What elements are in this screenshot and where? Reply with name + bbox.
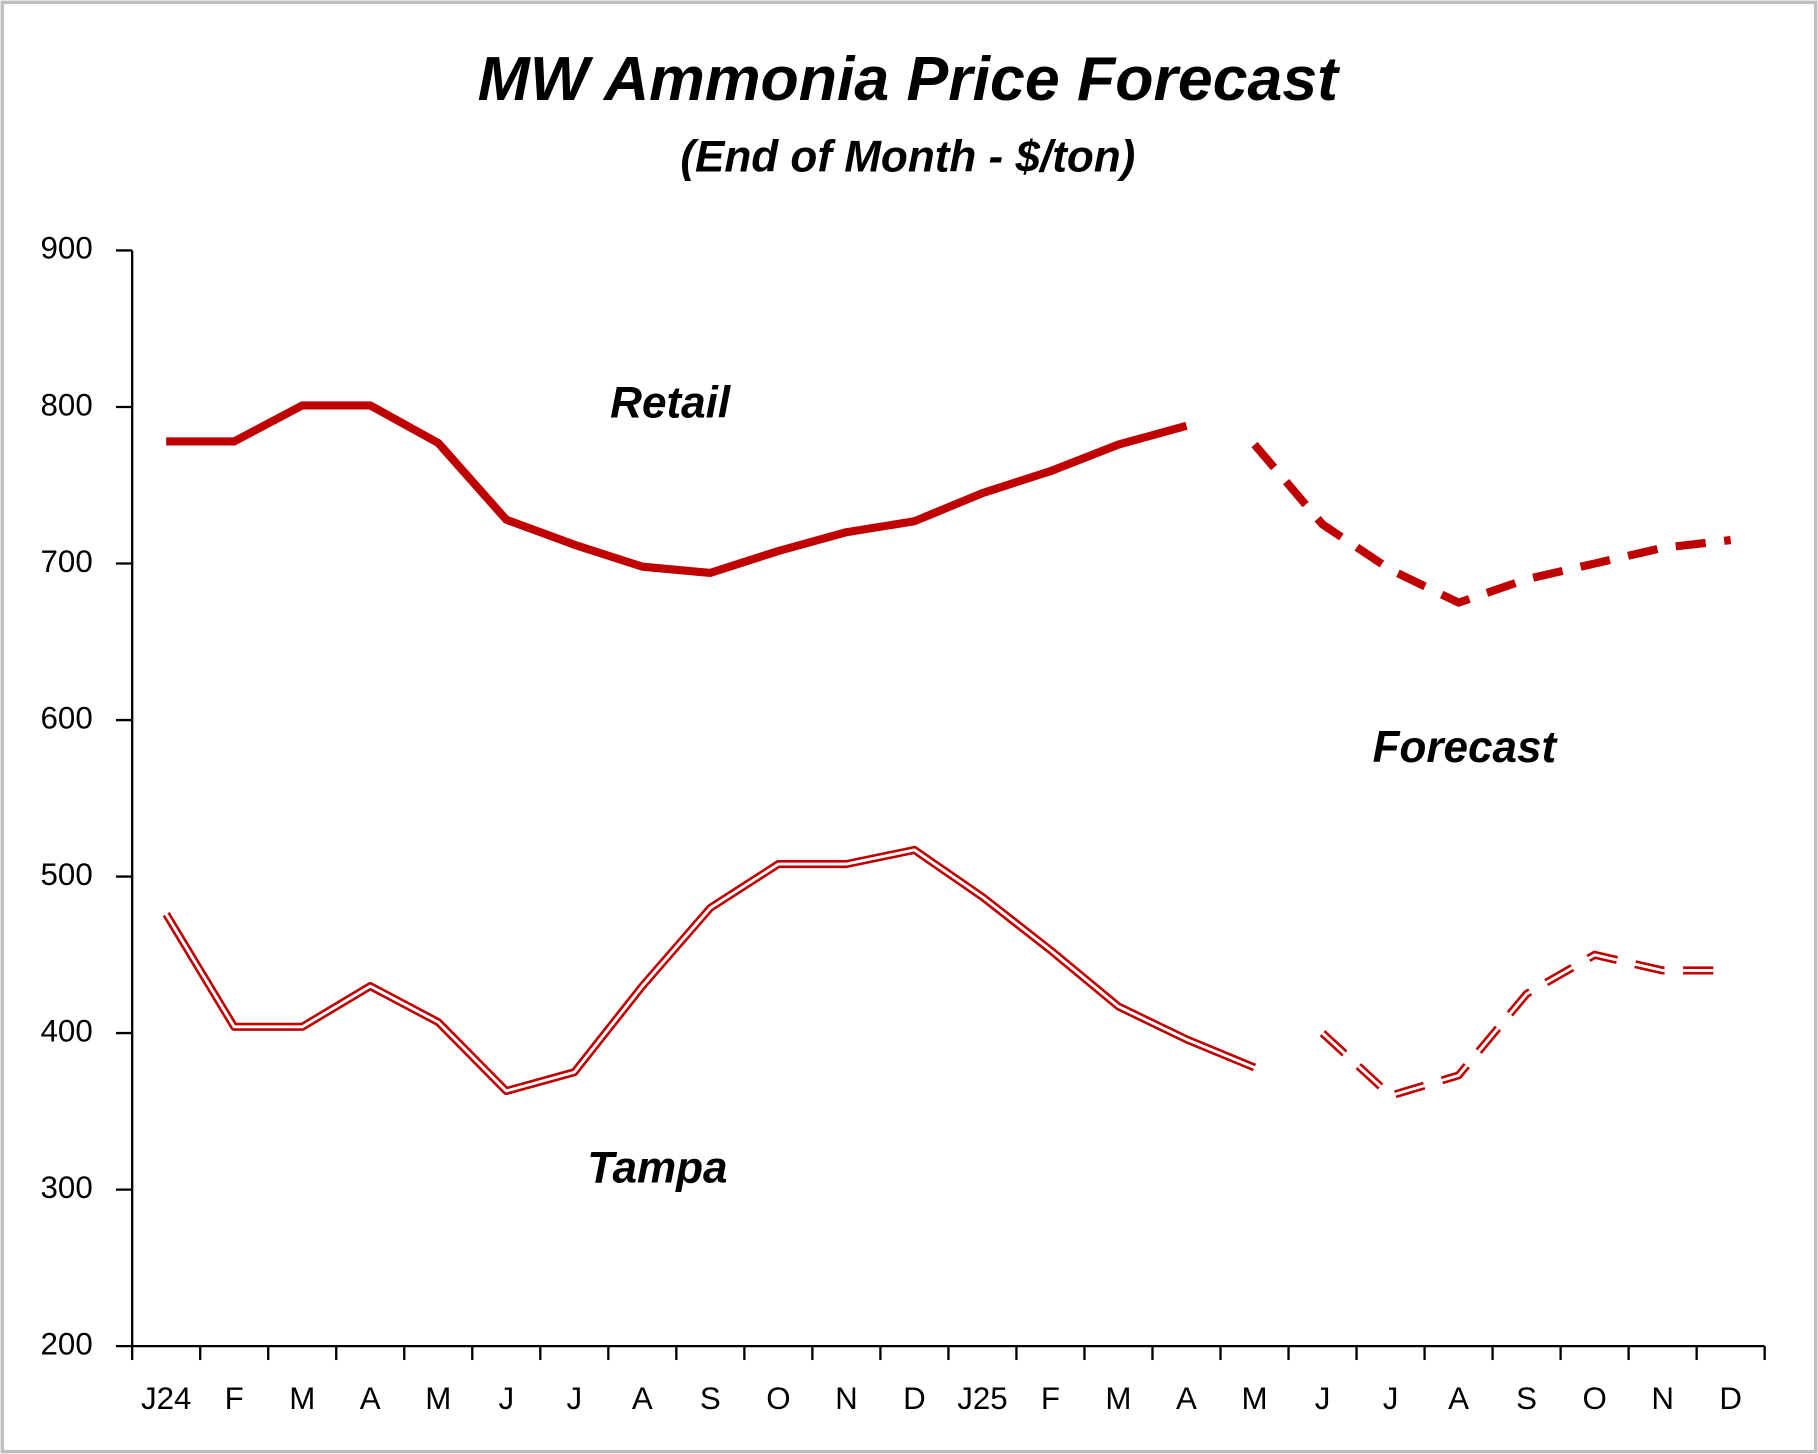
x-tick-label: D (1719, 1381, 1742, 1416)
series-line (1251, 441, 1732, 607)
x-tick-label: J24 (141, 1381, 191, 1416)
annotation: Forecast (1373, 723, 1559, 772)
x-tick-label: A (1448, 1381, 1469, 1416)
series-line-inner (164, 848, 1256, 1093)
y-tick-label: 300 (41, 1170, 93, 1205)
x-tick-label: J25 (957, 1381, 1007, 1416)
x-tick-label: S (1516, 1381, 1537, 1416)
x-tick-label: D (903, 1381, 926, 1416)
y-tick-label: 700 (41, 544, 93, 579)
series-line (166, 401, 1188, 577)
x-tick-label: M (1241, 1381, 1267, 1416)
x-tick-label: N (1651, 1381, 1674, 1416)
x-tick-label: O (1582, 1381, 1606, 1416)
x-tick-label: A (360, 1381, 381, 1416)
chart-title: MW Ammonia Price Forecast (478, 44, 1340, 114)
y-tick-label: 200 (41, 1326, 93, 1361)
x-tick-label: A (632, 1381, 653, 1416)
y-tick-label: 900 (41, 231, 93, 266)
x-tick-label: J (1315, 1381, 1331, 1416)
y-tick-label: 800 (41, 387, 93, 422)
x-tick-label: F (1041, 1381, 1060, 1416)
series-line-inner (1321, 953, 1731, 1098)
x-tick-label: S (700, 1381, 721, 1416)
chart-subtitle: (End of Month - $/ton) (680, 133, 1135, 182)
y-tick-label: 500 (41, 857, 93, 892)
annotation: Tampa (587, 1144, 727, 1193)
x-tick-label: N (835, 1381, 858, 1416)
x-tick-label: O (766, 1381, 790, 1416)
x-tick-label: J (566, 1381, 582, 1416)
annotation: Retail (610, 378, 731, 427)
y-tick-label: 400 (41, 1013, 93, 1048)
x-tick-label: J (1383, 1381, 1399, 1416)
x-tick-label: F (225, 1381, 244, 1416)
x-tick-label: M (1105, 1381, 1131, 1416)
x-tick-label: J (498, 1381, 514, 1416)
y-tick-label: 600 (41, 700, 93, 735)
x-tick-label: M (425, 1381, 451, 1416)
x-tick-label: M (289, 1381, 315, 1416)
x-tick-label: A (1176, 1381, 1197, 1416)
